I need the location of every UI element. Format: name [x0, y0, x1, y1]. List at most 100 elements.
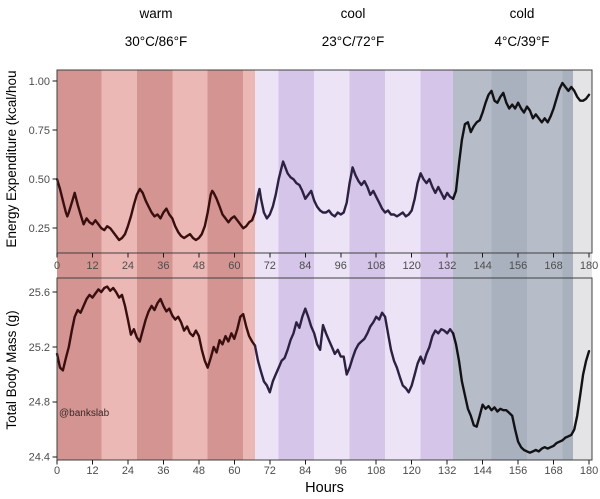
region-label-cool: cool	[340, 6, 366, 21]
y-tick-label: 0.25	[29, 223, 50, 235]
region-temp-warm: 30°C/86°F	[124, 34, 188, 49]
band-top	[172, 70, 208, 253]
band-strip	[136, 253, 173, 278]
band-bottom	[349, 278, 386, 460]
band-bottom	[572, 278, 592, 460]
band-top	[349, 70, 386, 253]
band-strip	[243, 253, 256, 278]
x-tick-label: 156	[509, 260, 527, 272]
band-bottom	[101, 278, 137, 460]
band-strip	[207, 253, 244, 278]
series-line-cold	[451, 81, 591, 200]
band-strip	[526, 253, 563, 278]
x-tick-label: 180	[580, 465, 598, 477]
band-bottom	[420, 278, 454, 460]
band-bottom	[491, 278, 527, 460]
x-tick-label: 0	[54, 465, 60, 477]
y-axis-title-mass: Total Body Mass (g)	[4, 310, 19, 430]
band-strip	[278, 253, 315, 278]
band-top	[420, 70, 454, 253]
band-bottom	[207, 278, 244, 460]
x-tick-label: 144	[473, 260, 491, 272]
x-tick-label: 36	[157, 260, 169, 272]
x-tick-label: 144	[473, 465, 491, 477]
x-tick-label: 60	[228, 465, 240, 477]
band-top	[243, 70, 256, 253]
series-line-warm	[55, 178, 257, 242]
band-bottom	[255, 278, 279, 460]
x-tick-label: 156	[509, 465, 527, 477]
band-strip	[101, 253, 137, 278]
panel-border	[56, 277, 593, 461]
x-tick-label: 24	[122, 260, 134, 272]
band-top	[562, 70, 573, 253]
x-tick-label: 120	[403, 260, 421, 272]
series-line-cool	[253, 307, 455, 394]
band-bottom	[385, 278, 421, 460]
series-line-warm	[55, 285, 257, 372]
band-top	[385, 70, 421, 253]
x-tick-label: 168	[544, 260, 562, 272]
band-top	[101, 70, 137, 253]
x-tick-label: 72	[264, 260, 276, 272]
y-tick-label: 24.4	[29, 452, 50, 464]
x-axis-title: Hours	[305, 480, 344, 496]
band-bottom	[526, 278, 563, 460]
series-line-cold	[451, 332, 591, 454]
region-temp-cool: 23°C/72°F	[321, 34, 385, 49]
x-tick-label: 120	[403, 465, 421, 477]
x-tick-label: 84	[299, 465, 311, 477]
y-tick-label: 1.00	[29, 76, 50, 88]
x-tick-label: 24	[122, 465, 134, 477]
region-label-cold: cold	[509, 6, 535, 21]
band-top	[255, 70, 279, 253]
x-tick-label: 12	[86, 260, 98, 272]
band-strip	[491, 253, 527, 278]
band-strip	[57, 253, 102, 278]
x-tick-label: 84	[299, 260, 311, 272]
band-bottom	[172, 278, 208, 460]
band-strip	[572, 253, 592, 278]
band-strip	[453, 253, 492, 278]
band-bottom	[136, 278, 173, 460]
x-tick-label: 12	[86, 465, 98, 477]
series-line-cool	[253, 160, 455, 220]
x-tick-label: 132	[438, 260, 456, 272]
band-top	[314, 70, 350, 253]
band-top	[278, 70, 315, 253]
y-tick-label: 0.50	[29, 174, 50, 186]
band-strip	[314, 253, 350, 278]
band-strip	[255, 253, 279, 278]
band-bottom	[562, 278, 573, 460]
band-top	[57, 70, 102, 253]
x-tick-label: 72	[264, 465, 276, 477]
x-tick-label: 132	[438, 465, 456, 477]
band-top	[491, 70, 527, 253]
region-temp-cold: 4°C/39°F	[494, 34, 550, 49]
band-top	[136, 70, 173, 253]
x-tick-label: 48	[193, 465, 205, 477]
x-tick-label: 60	[228, 260, 240, 272]
band-bottom	[278, 278, 315, 460]
x-tick-label: 0	[54, 260, 60, 272]
region-label-warm: warm	[139, 6, 173, 21]
band-bottom	[243, 278, 256, 460]
watermark: @bankslab	[59, 408, 110, 419]
y-tick-label: 24.8	[29, 397, 50, 409]
band-strip	[385, 253, 421, 278]
band-bottom	[453, 278, 492, 460]
x-tick-label: 36	[157, 465, 169, 477]
y-tick-label: 25.6	[29, 287, 50, 299]
band-strip	[172, 253, 208, 278]
x-tick-label: 108	[367, 465, 385, 477]
x-tick-label: 108	[367, 260, 385, 272]
band-bottom	[314, 278, 350, 460]
band-strip	[349, 253, 386, 278]
band-top	[207, 70, 244, 253]
x-tick-label: 48	[193, 260, 205, 272]
y-tick-label: 25.2	[29, 342, 50, 354]
y-tick-label: 0.75	[29, 125, 50, 137]
x-tick-label: 96	[335, 260, 347, 272]
